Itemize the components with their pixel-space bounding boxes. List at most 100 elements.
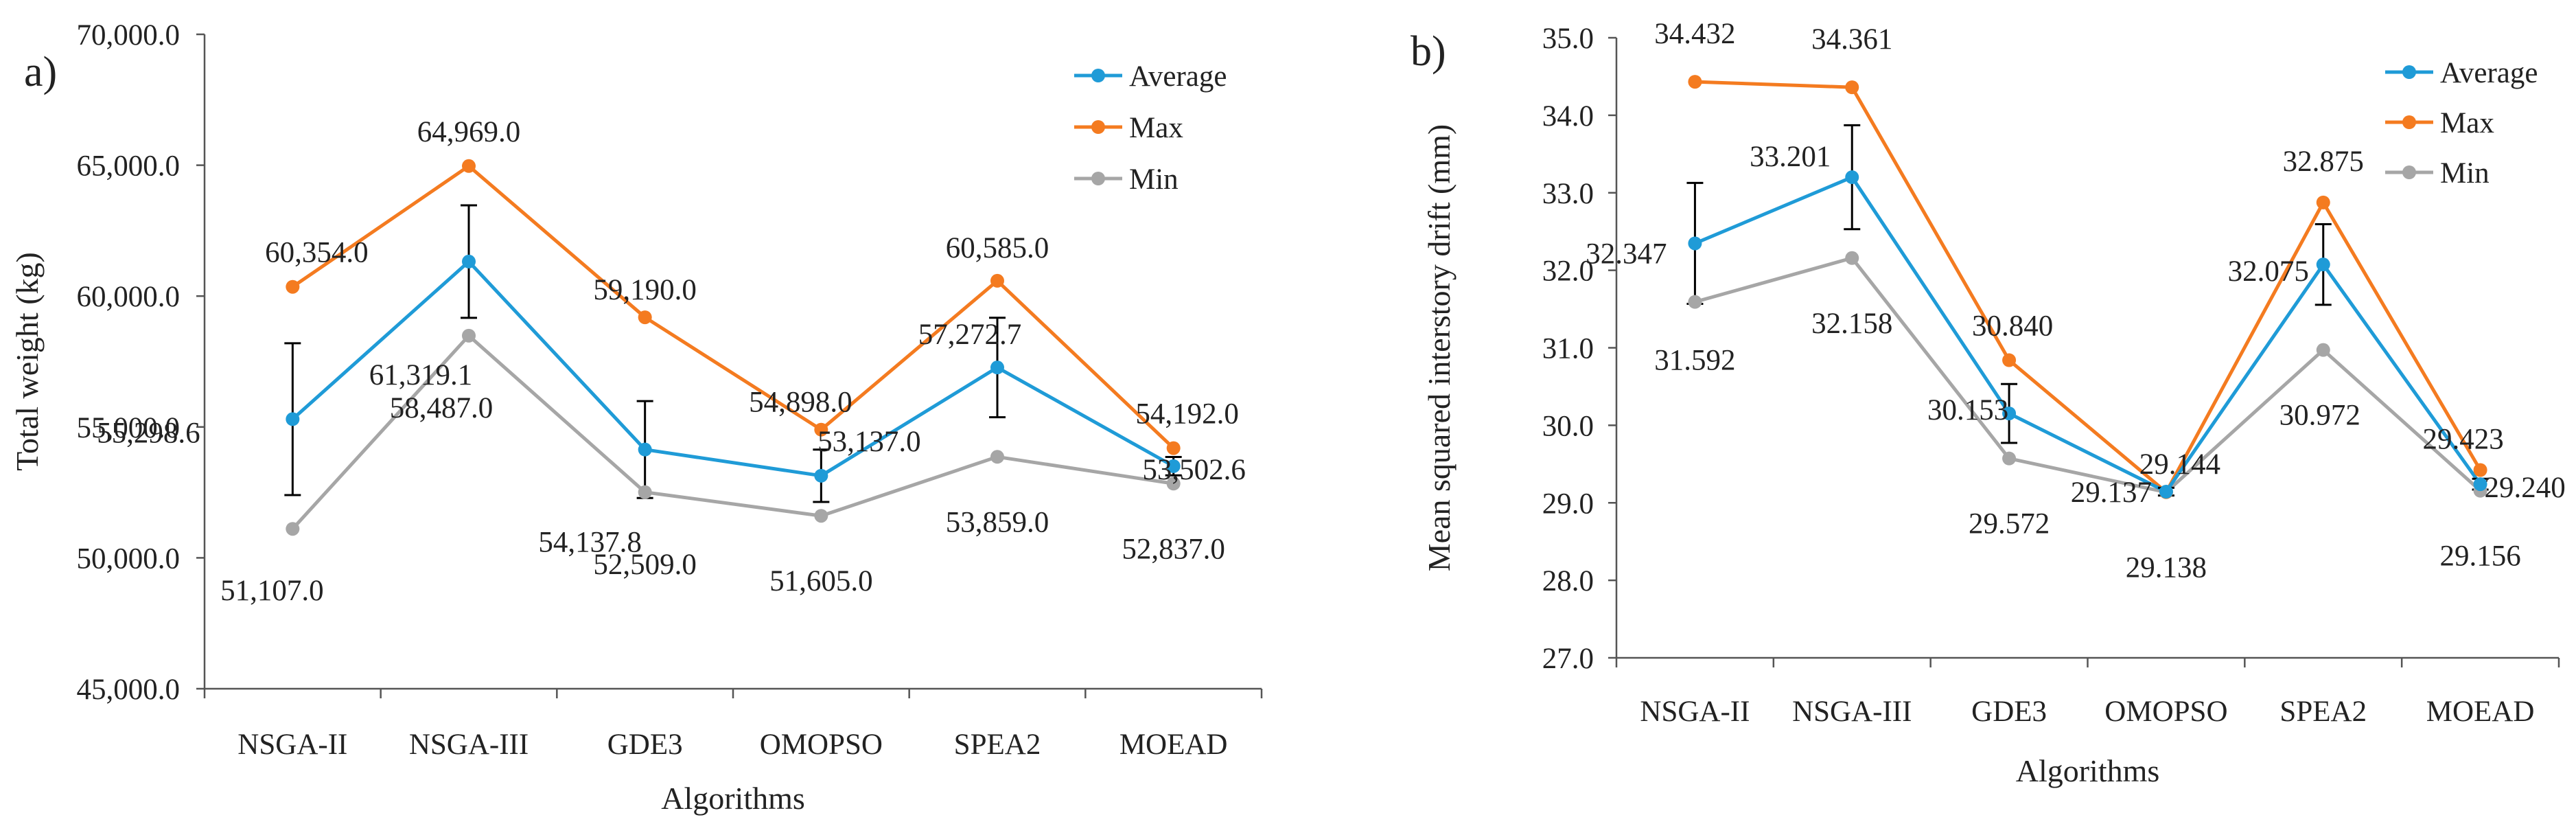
data-label-average: 29.240	[2484, 472, 2565, 504]
series-line-max	[291, 164, 1175, 450]
data-label-average: 32.347	[1586, 238, 1667, 270]
data-label-average: 30.153	[1927, 394, 2008, 426]
legend-label: Min	[1129, 163, 1179, 196]
y-tick-label: 60,000.0	[77, 281, 181, 313]
data-label-max: 30.840	[1972, 310, 2053, 343]
data-label-max: 59,190.0	[593, 274, 697, 306]
data-point-max	[2473, 463, 2487, 477]
legend-marker	[1091, 69, 1105, 82]
x-axis-title: Algorithms	[661, 781, 805, 816]
data-label-average: 55,298.6	[97, 417, 200, 449]
data-point-average	[2159, 484, 2173, 499]
data-label-min: 29.137	[2071, 477, 2152, 509]
y-tick-label: 30.0	[1542, 410, 1594, 442]
y-tick-label: 65,000.0	[77, 150, 181, 183]
legend-label: Average	[2440, 57, 2538, 89]
y-tick-label: 33.0	[1542, 178, 1594, 210]
data-label-max: 29.138	[2126, 552, 2207, 584]
y-tick-label: 27.0	[1542, 643, 1594, 675]
data-point-max	[638, 310, 652, 325]
data-label-average: 53,502.6	[1142, 454, 1246, 486]
data-point-min	[2316, 343, 2330, 357]
data-label-max: 34.361	[1811, 23, 1892, 56]
x-tick-label: NSGA-II	[1640, 696, 1750, 728]
data-point-min	[462, 328, 476, 343]
x-tick-label: OMOPSO	[2104, 696, 2227, 728]
data-point-average	[638, 442, 652, 457]
y-axis-title: Total weight (kg)	[10, 252, 45, 471]
data-point-max	[462, 159, 476, 173]
legend-marker	[2402, 65, 2416, 79]
x-tick-label: NSGA-III	[409, 729, 529, 761]
data-point-max	[1688, 75, 1702, 89]
y-tick-label: 34.0	[1542, 100, 1594, 133]
data-label-average: 61,319.1	[369, 359, 473, 391]
data-label-max: 54,898.0	[749, 387, 852, 419]
series-line-average	[1694, 175, 2482, 494]
legend-label: Min	[2440, 157, 2490, 190]
legend-marker	[1091, 172, 1105, 185]
data-label-max: 54,192.0	[1135, 398, 1239, 431]
data-point-average	[2316, 258, 2330, 272]
data-label-average: 53,137.0	[817, 426, 921, 458]
data-label-average: 54,137.8	[538, 527, 642, 559]
data-label-min: 51,605.0	[769, 565, 873, 597]
data-label-average: 32.075	[2228, 255, 2309, 288]
data-point-max	[2316, 195, 2330, 209]
data-point-average	[1845, 170, 1859, 185]
data-point-max	[1166, 441, 1181, 455]
data-label-min: 52,509.0	[593, 549, 697, 581]
data-label-min: 32.158	[1811, 308, 1892, 340]
data-point-min	[286, 522, 300, 536]
data-label-max: 64,969.0	[417, 116, 521, 148]
data-label-max: 60,585.0	[946, 232, 1049, 264]
data-point-max	[286, 279, 300, 294]
panel-label: a)	[24, 49, 57, 95]
data-point-average	[814, 468, 828, 483]
chart-total-weight: a) 45,000.0 50,000.0 55,000.0 60,000.0 65,000…	[10, 19, 1263, 816]
data-point-min	[2002, 451, 2017, 466]
chart-interstory-drift: b) 27.0 28.0 29.0 30.0 31.0 32.0 33.0 34.0 35.0 NS…	[1411, 18, 2566, 788]
x-tick-label: SPEA2	[954, 729, 1041, 761]
data-point-max	[990, 273, 1004, 288]
x-tick-label: OMOPSO	[760, 729, 883, 761]
data-point-min	[1166, 477, 1181, 491]
series-line-min	[1694, 256, 2482, 494]
legend-marker	[2402, 165, 2416, 179]
data-point-min	[1845, 251, 1859, 265]
y-axis-title: Mean squared interstory drift (mm)	[1422, 124, 1457, 571]
x-tick-label: NSGA-III	[1792, 696, 1912, 728]
data-point-average	[2002, 407, 2017, 421]
legend-label: Max	[2440, 107, 2494, 139]
y-tick-label: 29.0	[1542, 488, 1594, 520]
data-label-max: 34.432	[1654, 18, 1735, 50]
data-label-max: 32.875	[2283, 146, 2364, 178]
data-point-min	[814, 509, 828, 523]
data-point-min	[638, 485, 652, 499]
data-point-min	[1688, 295, 1702, 309]
data-point-average	[462, 254, 476, 268]
y-tick-label: 31.0	[1542, 333, 1594, 365]
y-tick-label: 28.0	[1542, 565, 1594, 597]
data-point-average	[1166, 459, 1181, 473]
data-label-min: 30.972	[2279, 400, 2360, 432]
data-label-min: 29.156	[2439, 540, 2520, 573]
data-label-max: 29.423	[2422, 424, 2503, 456]
data-point-average	[2473, 477, 2487, 492]
data-label-average: 33.201	[1750, 141, 1831, 173]
legend-marker	[1091, 120, 1105, 134]
y-tick-label: 50,000.0	[77, 542, 181, 575]
y-tick-label: 70,000.0	[77, 19, 181, 52]
data-label-min: 31.592	[1654, 345, 1735, 377]
legend-marker	[2402, 115, 2416, 129]
series-line-min	[291, 334, 1174, 530]
x-tick-label: NSGA-II	[237, 729, 347, 761]
x-tick-label: MOEAD	[1119, 729, 1228, 761]
legend-label: Max	[1129, 112, 1183, 144]
y-tick-label: 32.0	[1542, 255, 1594, 288]
data-label-min: 58,487.0	[390, 392, 494, 424]
y-tick-label: 35.0	[1542, 23, 1594, 55]
x-tick-label: GDE3	[607, 729, 683, 761]
data-label-min: 29.572	[1969, 508, 2050, 540]
